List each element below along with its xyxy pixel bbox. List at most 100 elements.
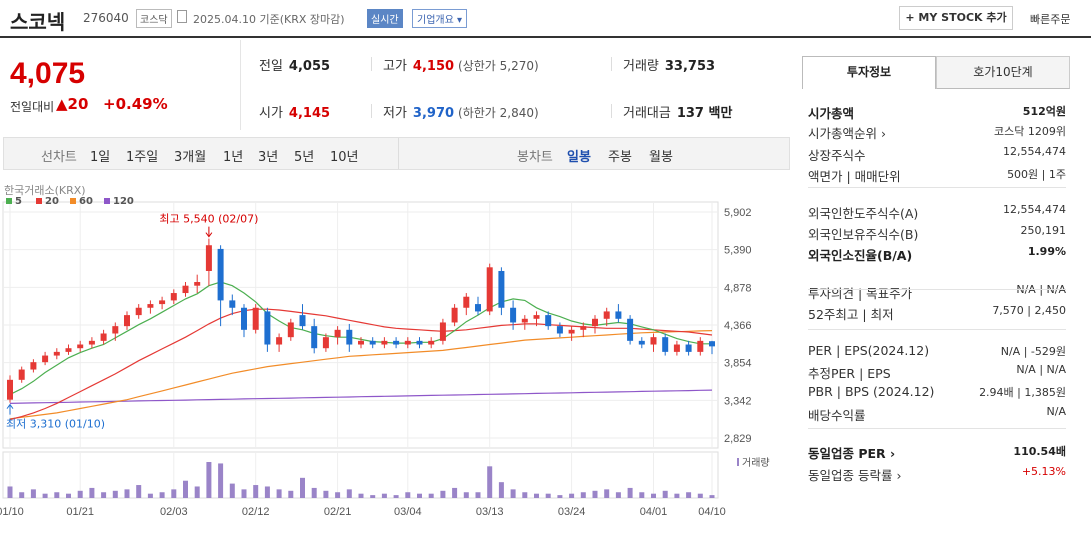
volume-bar [311, 487, 317, 498]
period-1year[interactable]: 1년 [223, 150, 244, 165]
panel-row-label: 외국인소진율(B/A) [808, 248, 913, 263]
x-tick-label: 02/21 [324, 506, 352, 518]
volume-bar [194, 486, 200, 498]
period-monthly[interactable]: 월봉 [649, 150, 673, 165]
realtime-button[interactable]: 실시간 [367, 9, 403, 28]
chart-source: 한국거래소(KRX) [4, 184, 86, 197]
volume-bar [580, 492, 586, 498]
candle-body [439, 322, 446, 341]
divider [808, 428, 1066, 429]
volume-bar [662, 490, 668, 498]
divider [611, 57, 612, 71]
panel-row: 시가총액순위 › 코스닥 1209위 [808, 123, 1066, 143]
candle-body [53, 351, 60, 356]
candle-body [252, 307, 259, 330]
x-tick-label: 03/24 [558, 506, 586, 518]
y-tick-label: 5,902 [724, 207, 752, 219]
volume-bar [159, 492, 165, 498]
candle-body [287, 322, 294, 338]
candle-body [627, 318, 634, 341]
period-10year[interactable]: 10년 [330, 150, 359, 165]
candle-body [30, 362, 37, 370]
divider [371, 57, 372, 71]
volume-bar [346, 489, 352, 498]
candle-body [545, 315, 552, 327]
stock-chart[interactable]: 5,902 5,390 4,878 4,366 3,854 3,342 2,829 01/10… [0, 172, 790, 530]
price-summary: 4,075 전일대비 ▲20 +0.49% [0, 40, 240, 130]
panel-row-label: 52주최고 | 최저 [808, 307, 894, 322]
panel-row: PER | EPS(2024.12) N/A | -529원 [808, 343, 1066, 363]
volume-bar [393, 495, 399, 498]
candle-body [205, 245, 212, 271]
period-5year[interactable]: 5년 [294, 150, 315, 165]
panel-row: 동일업종 등락률 › +5.13% [808, 465, 1066, 485]
panel-row-label: PER | EPS(2024.12) [808, 343, 930, 358]
period-weekly[interactable]: 주봉 [608, 150, 632, 165]
candle-body [498, 270, 505, 308]
candle-body [393, 340, 400, 345]
candle-body [311, 326, 318, 349]
divider [808, 187, 1066, 188]
volume-bar [417, 493, 422, 498]
price-info-grid: 전일 4,055 고가 4,150 (상한가 5,270) 거래량 33,753 시가 4… [240, 40, 790, 130]
volume-bar [452, 487, 458, 498]
header-bar: 스코넥 276040 코스닥 2025.04.10 기준(KRX 장마감) 실시… [0, 0, 1091, 38]
y-tick-label: 5,390 [724, 245, 752, 257]
period-1day[interactable]: 1일 [90, 150, 111, 165]
panel-row: 외국인보유주식수(B) 250,191 [808, 224, 1066, 244]
panel-row: 외국인한도주식수(A) 12,554,474 [808, 203, 1066, 223]
candle-body [112, 326, 119, 334]
lower-limit: (하한가 2,840) [458, 106, 539, 120]
ma-legend-swatch [104, 198, 110, 204]
volume-bar [627, 487, 633, 498]
period-3month[interactable]: 3개월 [174, 150, 207, 165]
panel-row-label: 시가총액순위 › [808, 126, 886, 141]
period-daily[interactable]: 일봉 [567, 150, 591, 165]
x-tick-label: 03/04 [394, 506, 422, 518]
candle-chart-label: 봉차트 [517, 150, 553, 165]
low-annotation: 최저 3,310 (01/10) [6, 418, 105, 431]
divider [398, 138, 399, 169]
volume-bar [510, 489, 516, 498]
y-tick-label: 3,854 [724, 358, 752, 370]
ma-legend-swatch [36, 198, 42, 204]
volume-bar [370, 495, 376, 498]
y-tick-label: 4,366 [724, 320, 752, 332]
prev-close-value: 4,055 [288, 59, 331, 74]
quick-order-link[interactable]: 빠른주문 [1030, 13, 1071, 26]
period-1week[interactable]: 1주일 [126, 150, 159, 165]
price-change-rate: +0.49% [103, 95, 168, 113]
candle-body [533, 315, 540, 319]
period-3year[interactable]: 3년 [258, 150, 279, 165]
add-mystock-button[interactable]: + MY STOCK 추가 [899, 6, 1013, 30]
candle-body [685, 344, 692, 352]
volume-bar [522, 492, 528, 498]
volume-bar [253, 485, 259, 498]
low-value: 3,970 [412, 106, 455, 121]
volume-bar [218, 463, 224, 498]
candle-body [486, 267, 493, 312]
volume-bar [101, 492, 107, 498]
candle-body [381, 340, 388, 345]
market-badge: 코스닥 [136, 9, 172, 28]
volume-bar [136, 485, 142, 498]
volume-bar [206, 462, 212, 498]
panel-row-value: N/A | -529원 [1000, 345, 1066, 358]
investment-info-panel: 투자정보 호가10단계 시가총액 512억원 시가총액순위 › 코스닥 1209위 상장… [802, 56, 1070, 486]
company-overview-dropdown[interactable]: 기업개요 ▾ [412, 9, 467, 28]
volume-bar [30, 489, 36, 498]
panel-row: 시가총액 512억원 [808, 103, 1066, 123]
candle-body [18, 369, 25, 380]
tab-order-book[interactable]: 호가10단계 [936, 56, 1070, 89]
tab-investment-info[interactable]: 투자정보 [802, 56, 936, 89]
volume-bar [288, 490, 294, 498]
panel-row-label: 시가총액 [808, 106, 855, 121]
x-tick-label: 01/21 [66, 506, 94, 518]
panel-row: 추정PER | EPS N/A | N/A [808, 363, 1066, 383]
base-date: 2025.04.10 기준(KRX 장마감) [193, 13, 345, 26]
candle-body [77, 344, 84, 349]
open-label: 시가 [259, 106, 283, 121]
amount-label: 거래대금 [623, 106, 671, 121]
panel-row-value: 512억원 [1022, 105, 1066, 118]
chart-svg[interactable]: 5,902 5,390 4,878 4,366 3,854 3,342 2,829 01/10… [0, 172, 790, 530]
